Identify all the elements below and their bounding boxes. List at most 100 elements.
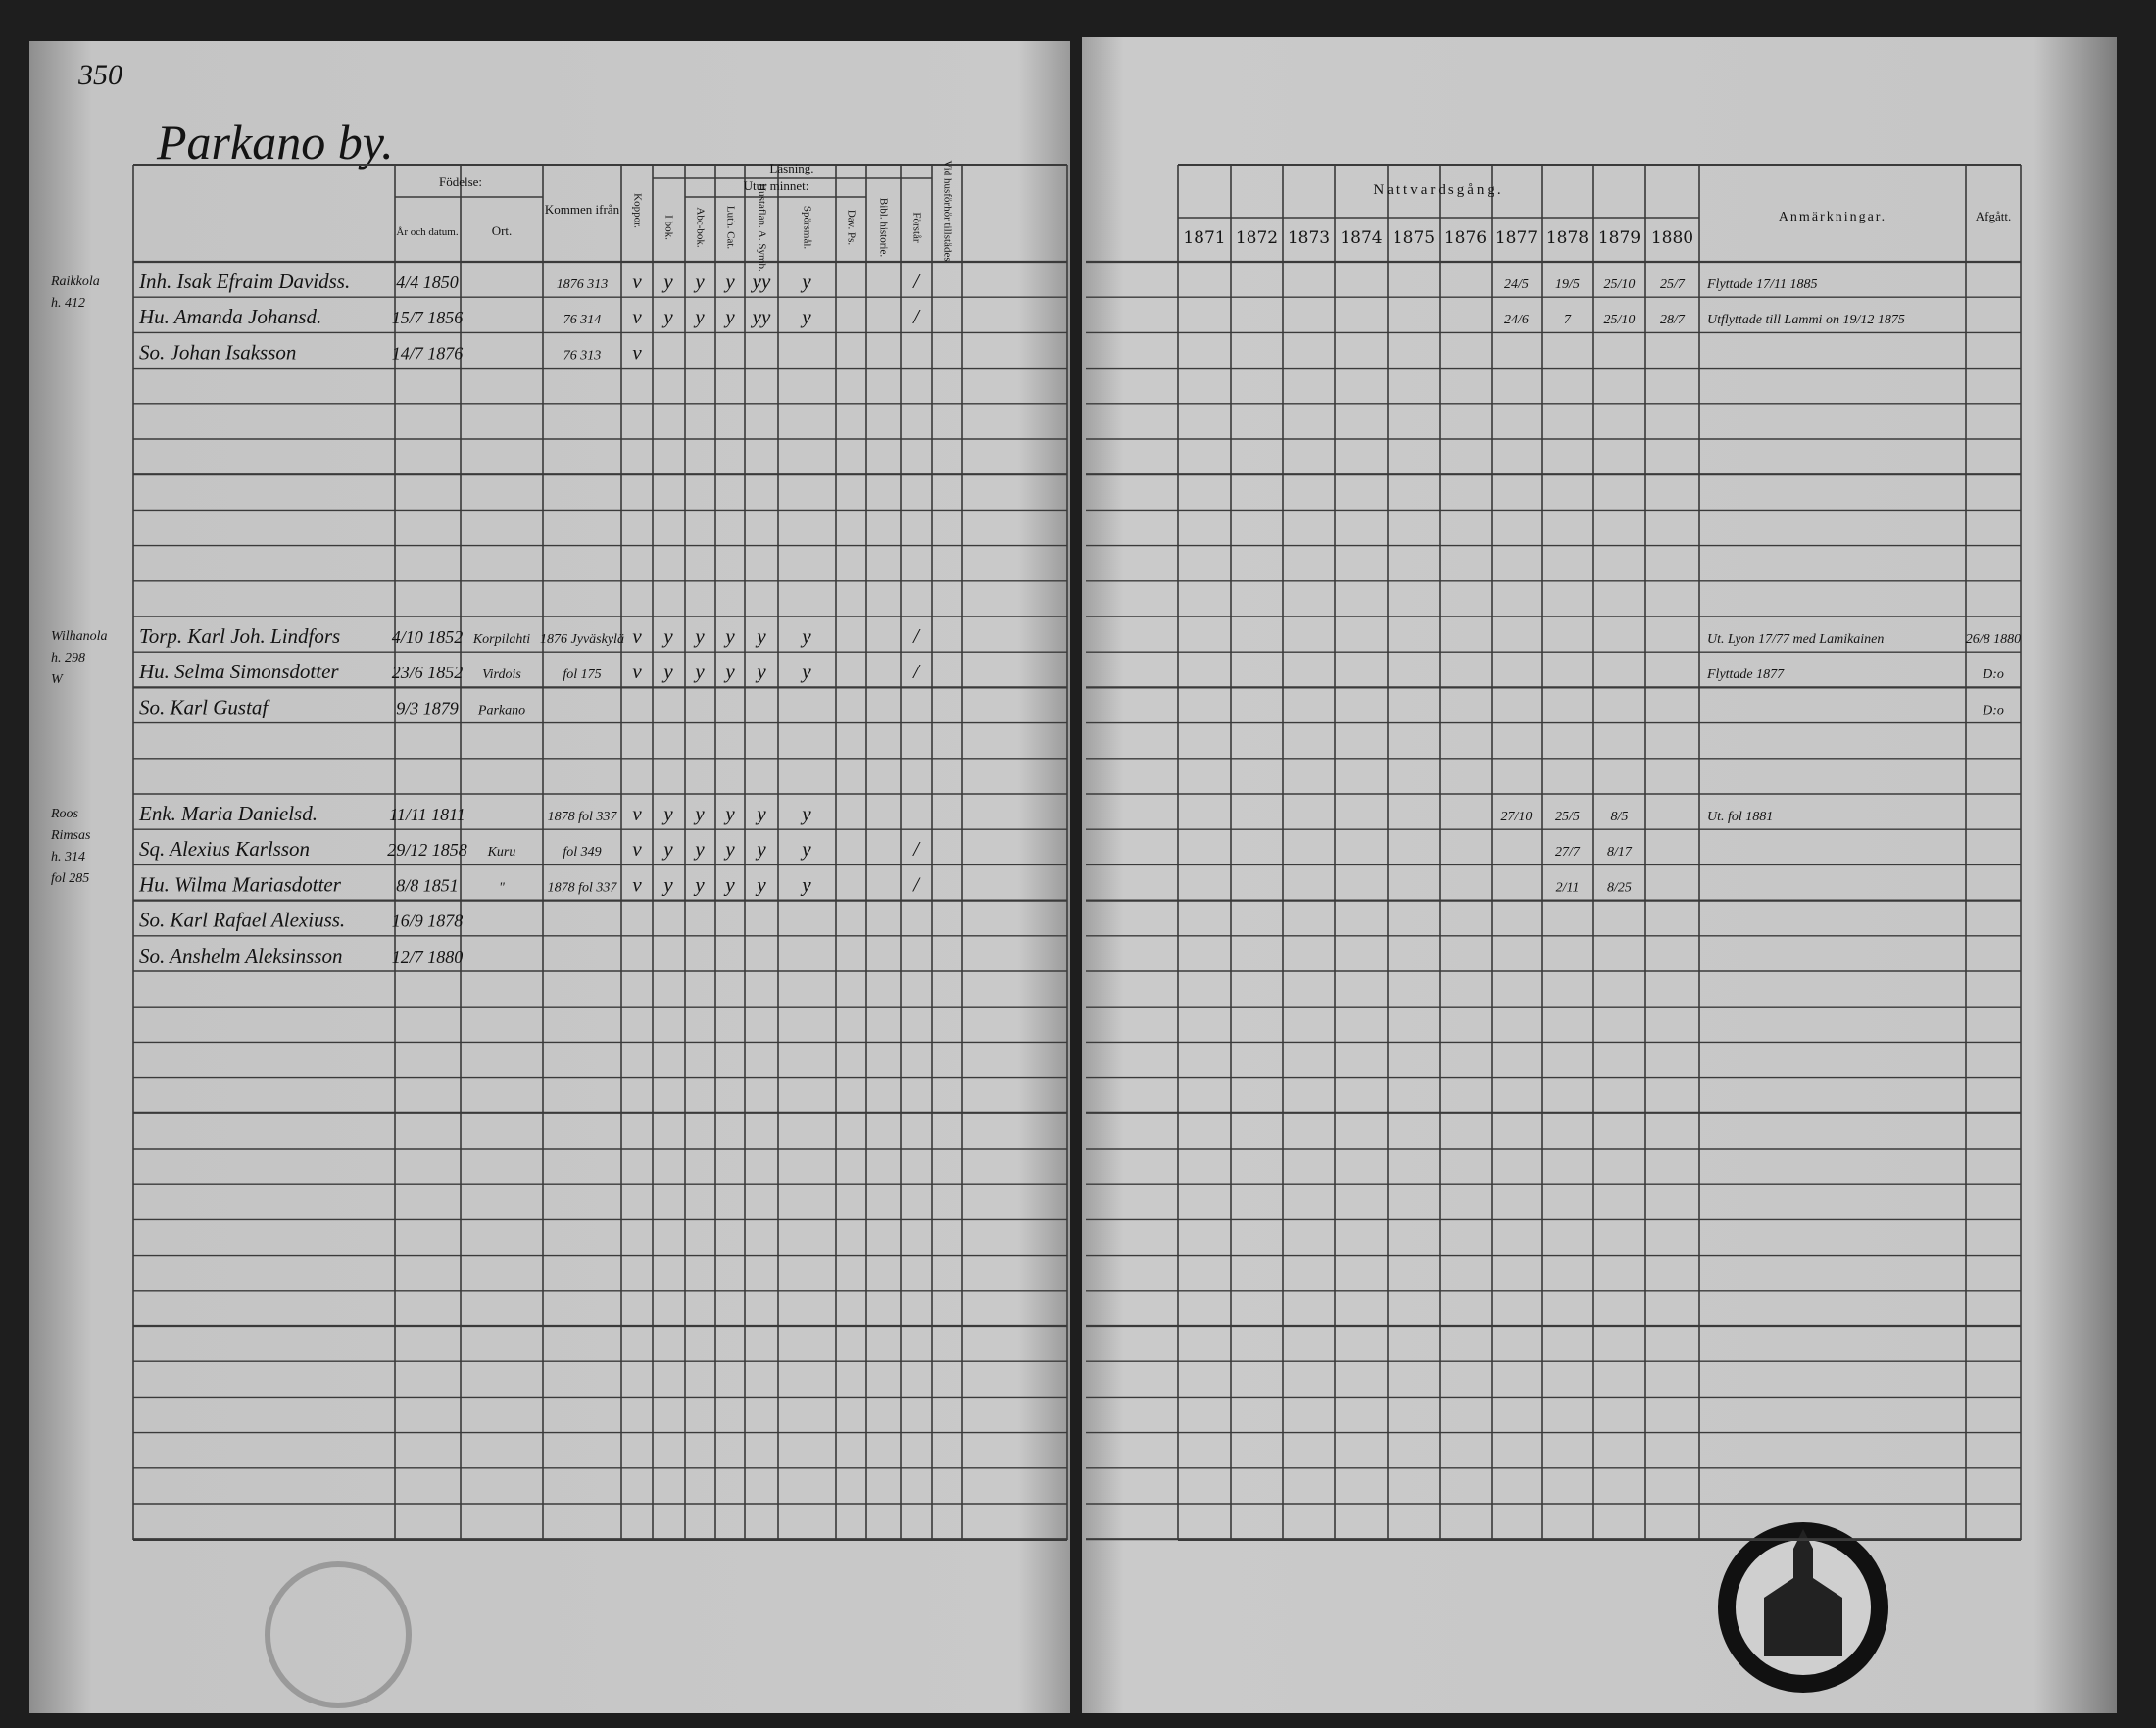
content: Födelse: År och datum. Ort. Kommen ifrån Läs…	[50, 160, 2021, 966]
smallpox-mark: v	[632, 624, 642, 648]
person-name: So. Karl Gustaf	[139, 695, 270, 718]
communion-date: 25/10	[1604, 313, 1636, 327]
remark: Utflyttade till Lammi on 19/12 1875	[1707, 313, 1905, 327]
margin-note: W	[51, 672, 64, 687]
header-birth-date: År och datum.	[396, 226, 458, 238]
reading-mark: y	[755, 660, 766, 683]
reading-mark: y	[800, 872, 811, 896]
person-name: Enk. Maria Danielsd.	[138, 802, 318, 825]
reading-mark: y	[723, 872, 735, 896]
reading-mark: y	[693, 872, 705, 896]
header-year: 1876	[1445, 228, 1487, 248]
came-from: 1878 fol 337	[548, 810, 618, 824]
reading-mark: y	[693, 837, 705, 861]
reading-mark: y	[755, 837, 766, 861]
smallpox-mark: v	[632, 872, 642, 896]
understands-mark: /	[912, 624, 921, 648]
header-understands: Förstår	[910, 212, 922, 243]
header-bible-history: Bibl. historie.	[877, 198, 889, 257]
birth-date: 4/4 1850	[396, 272, 459, 292]
person-name: So. Anshelm Aleksinsson	[139, 944, 342, 967]
smallpox-mark: v	[632, 802, 642, 825]
margin-note: Raikkola	[50, 274, 100, 289]
reading-mark: y	[693, 660, 705, 683]
person-name: Inh. Isak Efraim Davidss.	[138, 270, 350, 293]
reading-mark: y	[723, 837, 735, 861]
person-name: So. Johan Isaksson	[139, 340, 296, 364]
communion-date: 27/10	[1501, 810, 1533, 824]
came-from: 1878 fol 337	[548, 880, 618, 895]
header-communion: Nattvardsgång.	[1373, 182, 1503, 198]
birth-date: 23/6 1852	[392, 663, 464, 682]
smallpox-mark: v	[632, 660, 642, 683]
page-number: 350	[77, 59, 122, 91]
smallpox-mark: v	[632, 305, 642, 328]
birth-date: 29/12 1858	[387, 840, 467, 860]
birth-date: 12/7 1880	[392, 947, 464, 966]
communion-date: 25/5	[1555, 810, 1580, 824]
reading-mark: y	[693, 305, 705, 328]
reading-mark: y	[755, 802, 766, 825]
communion-date: 25/7	[1660, 277, 1686, 292]
birth-date: 8/8 1851	[396, 875, 459, 895]
birth-place: Kuru	[487, 845, 516, 860]
smallpox-mark: v	[632, 270, 642, 293]
communion-date: 24/6	[1504, 313, 1529, 327]
margin-note: Wilhanola	[51, 629, 108, 644]
header-birth-place: Ort.	[492, 223, 513, 238]
communion-date: 8/25	[1607, 880, 1632, 895]
birth-date: 14/7 1876	[392, 343, 464, 363]
margin-note: fol 285	[51, 871, 89, 886]
header-in-book: I bok.	[662, 215, 674, 240]
margin-note: h. 298	[51, 651, 85, 666]
header-by-heart: Utur minnet:	[744, 178, 809, 193]
margin-note: Roos	[50, 807, 79, 821]
header-smallpox: Koppor.	[631, 193, 643, 228]
person-name: So. Karl Rafael Alexiuss.	[139, 909, 345, 932]
reading-mark: y	[723, 270, 735, 293]
right-leaf	[1082, 37, 2117, 1713]
header-year: 1879	[1598, 228, 1641, 248]
communion-date: 8/17	[1607, 845, 1633, 860]
reading-mark: y	[800, 270, 811, 293]
departed: 26/8 1880	[1966, 632, 2021, 647]
smallpox-mark: v	[632, 837, 642, 861]
birth-place: Korpilahti	[472, 632, 530, 647]
understands-mark: /	[912, 872, 921, 896]
birth-date: 16/9 1878	[392, 912, 464, 931]
came-from: fol 175	[563, 667, 601, 682]
came-from: 1876 Jyväskylä	[540, 632, 624, 647]
birth-place: Parkano	[477, 703, 525, 717]
reading-mark: y	[800, 660, 811, 683]
remark: Flyttade 17/11 1885	[1706, 277, 1818, 292]
came-from: fol 349	[563, 845, 601, 860]
came-from: 76 313	[564, 348, 602, 363]
person-name: Hu. Selma Simonsdotter	[138, 660, 339, 683]
communion-date: 24/5	[1504, 277, 1529, 292]
remark: Ut. fol 1881	[1707, 810, 1773, 824]
came-from: 76 314	[564, 313, 602, 327]
header-year: 1880	[1651, 228, 1693, 248]
reading-mark: y	[693, 270, 705, 293]
communion-date: 2/11	[1556, 880, 1580, 895]
margin-note: h. 314	[51, 850, 85, 864]
reading-mark: y	[800, 624, 811, 648]
birth-date: 15/7 1856	[392, 308, 464, 327]
departed: D:o	[1982, 667, 2004, 682]
departed: D:o	[1982, 703, 2004, 717]
header-year: 1878	[1546, 228, 1589, 248]
stamp-church	[1764, 1529, 1842, 1656]
reading-mark: y	[800, 802, 811, 825]
came-from: 1876 313	[557, 277, 609, 292]
communion-date: 19/5	[1555, 277, 1580, 292]
understands-mark: /	[912, 660, 921, 683]
header-questions: Spörsmål.	[801, 206, 812, 250]
reading-mark: y	[755, 872, 766, 896]
remark: Flyttade 1877	[1706, 667, 1785, 682]
communion-date: 8/5	[1611, 810, 1629, 824]
reading-mark: y	[662, 872, 673, 896]
header-year: 1871	[1183, 228, 1225, 248]
understands-mark: /	[912, 837, 921, 861]
birth-place: "	[499, 880, 505, 895]
